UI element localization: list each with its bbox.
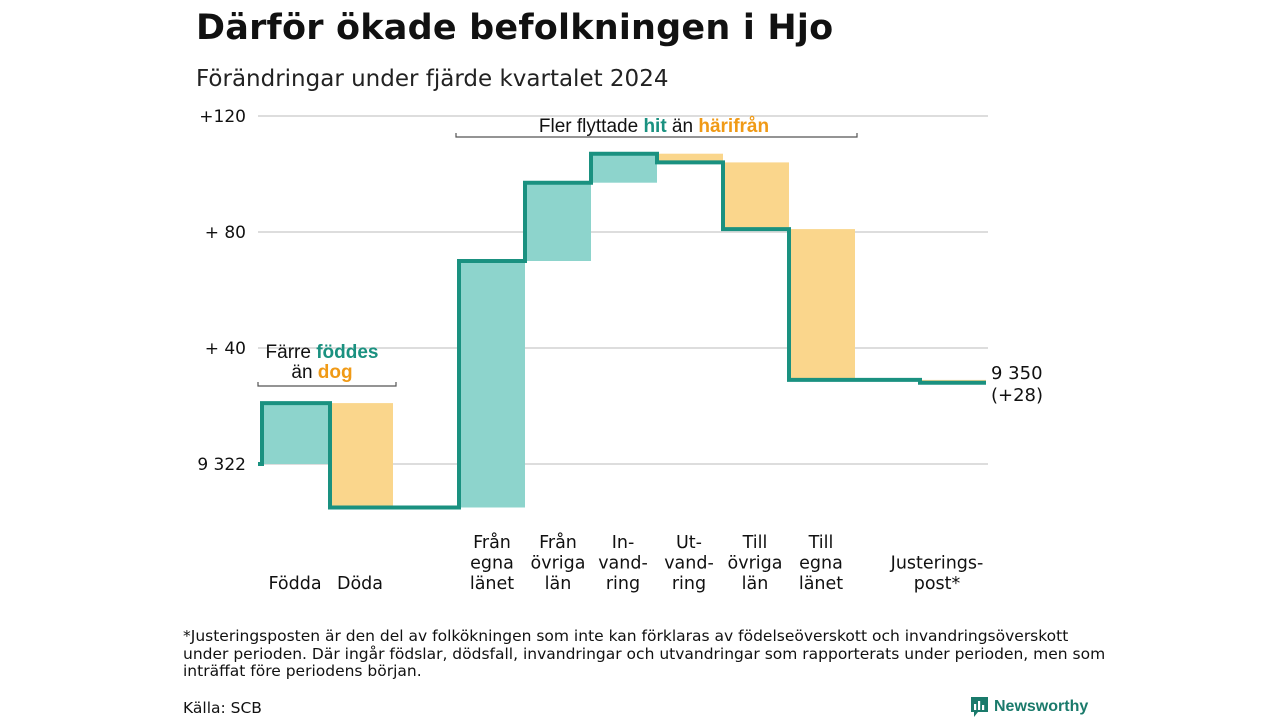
y-tick-label: + 40 (205, 339, 246, 359)
category-label: Från övriga län (531, 532, 586, 594)
footnote: *Justeringsposten är den del av folkökni… (183, 627, 1106, 680)
annotation-part: dog (318, 362, 353, 383)
end-value-label: 9 350 (+28) (991, 363, 1043, 406)
category-label-line: Till (808, 533, 834, 553)
category-label-line: Justerings- (890, 554, 984, 574)
category-label-line: länet (470, 574, 514, 594)
annotation-text: Färre föddes (266, 342, 379, 363)
bar (459, 261, 525, 508)
category-label-line: In- (612, 533, 635, 553)
category-label-line: Födda (268, 574, 321, 594)
category-label-line: övriga (531, 554, 586, 574)
bar (657, 153, 723, 163)
category-label-line: Ut- (676, 533, 702, 553)
brand-name: Newsworthy (994, 698, 1089, 715)
annotation-part: än (291, 362, 317, 383)
y-tick-label: +120 (199, 107, 246, 127)
category-label-line: övriga (728, 554, 783, 574)
category-label-line: ring (672, 574, 706, 594)
category-label-line: Till (742, 533, 768, 553)
annotation-part: föddes (316, 342, 378, 363)
category-label-line: län (742, 574, 769, 594)
annotation-part: Färre (266, 342, 317, 363)
bar (262, 403, 328, 464)
category-label-line: Från (473, 532, 511, 553)
newsworthy-logo-icon (971, 697, 988, 717)
annotation-text: än dog (291, 362, 352, 383)
category-label-line: ring (606, 574, 640, 594)
bar (330, 403, 393, 508)
category-label: Till egna länet (799, 533, 843, 594)
category-label: Till övriga län (728, 533, 783, 594)
category-label: Födda (268, 574, 321, 594)
category-label-line: län (545, 574, 572, 594)
bars (262, 153, 986, 508)
annotation-part: än (667, 116, 699, 137)
bar (525, 182, 591, 261)
category-label-line: Från (539, 532, 577, 553)
end-value: 9 350 (991, 363, 1043, 384)
annotation-part: Fler flyttade (539, 116, 644, 137)
newsworthy-brand[interactable]: Newsworthy (970, 696, 1088, 718)
category-label-line: egna (470, 554, 514, 574)
chart-title: Därför ökade befolkningen i Hjo (196, 8, 834, 48)
step-line (258, 151, 986, 510)
category-label: Ut-vand-ring (664, 533, 714, 594)
source-label: Källa: SCB (183, 699, 262, 717)
y-tick-label: 9 322 (197, 455, 246, 475)
category-label-line: egna (799, 554, 843, 574)
category-label-line: vand- (598, 554, 648, 574)
category-label: In-vand-ring (598, 533, 648, 594)
category-label-line: post* (914, 574, 961, 594)
category-label-line: vand- (664, 554, 714, 574)
annotation-text: Fler flyttade hit än härifrån (539, 116, 769, 137)
category-label: Från egna länet (470, 532, 514, 594)
annotation-bracket (455, 133, 858, 138)
annotation-bracket (257, 382, 397, 387)
bar (789, 229, 855, 380)
category-label-line: länet (799, 574, 843, 594)
bar (723, 162, 789, 230)
chart-subtitle: Förändringar under fjärde kvartalet 2024 (196, 66, 669, 92)
y-tick-label: + 80 (205, 223, 246, 243)
bar (591, 153, 657, 183)
category-label: Justerings-post* (890, 554, 984, 595)
category-label-line: Döda (337, 574, 383, 594)
end-change: (+28) (991, 385, 1043, 406)
category-label: Döda (337, 574, 383, 594)
annotation-part: hit (643, 116, 667, 137)
step-line-group (258, 151, 986, 510)
annotation-part: härifrån (698, 116, 769, 137)
